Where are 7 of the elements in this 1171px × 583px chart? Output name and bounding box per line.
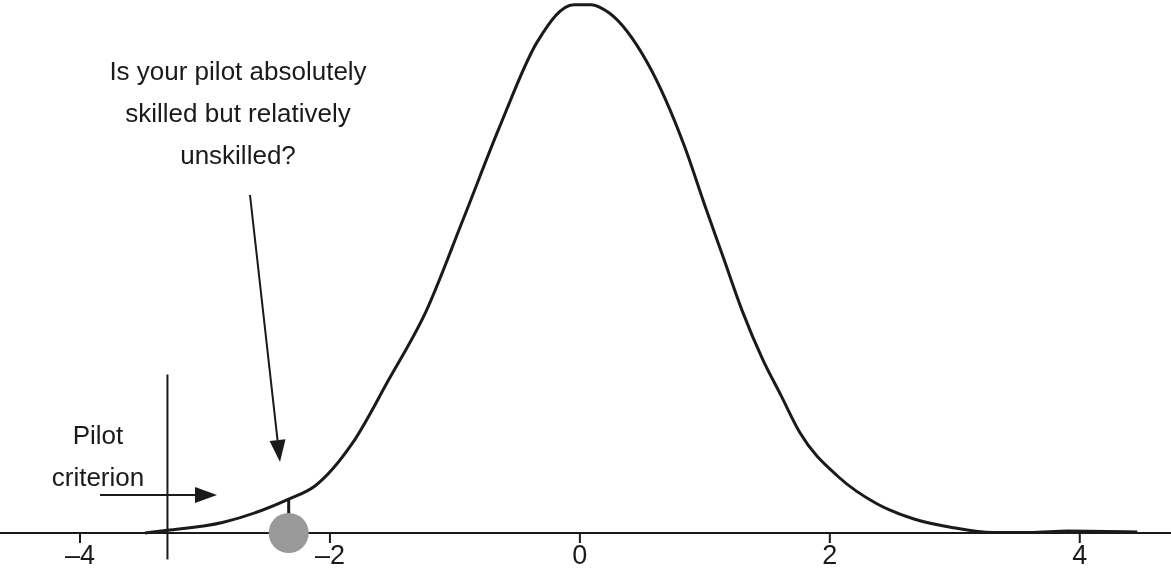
annotation: Is your pilot absolutely skilled but relatively unskilled? bbox=[108, 55, 368, 172]
x-tick-label: –4 bbox=[64, 540, 96, 571]
x-tick-label: 2 bbox=[822, 540, 838, 571]
annotation: Pilot criterion bbox=[50, 419, 146, 494]
x-tick-label: 4 bbox=[1072, 540, 1088, 571]
x-tick-label: 0 bbox=[572, 540, 588, 571]
x-tick-label: –2 bbox=[314, 540, 345, 571]
